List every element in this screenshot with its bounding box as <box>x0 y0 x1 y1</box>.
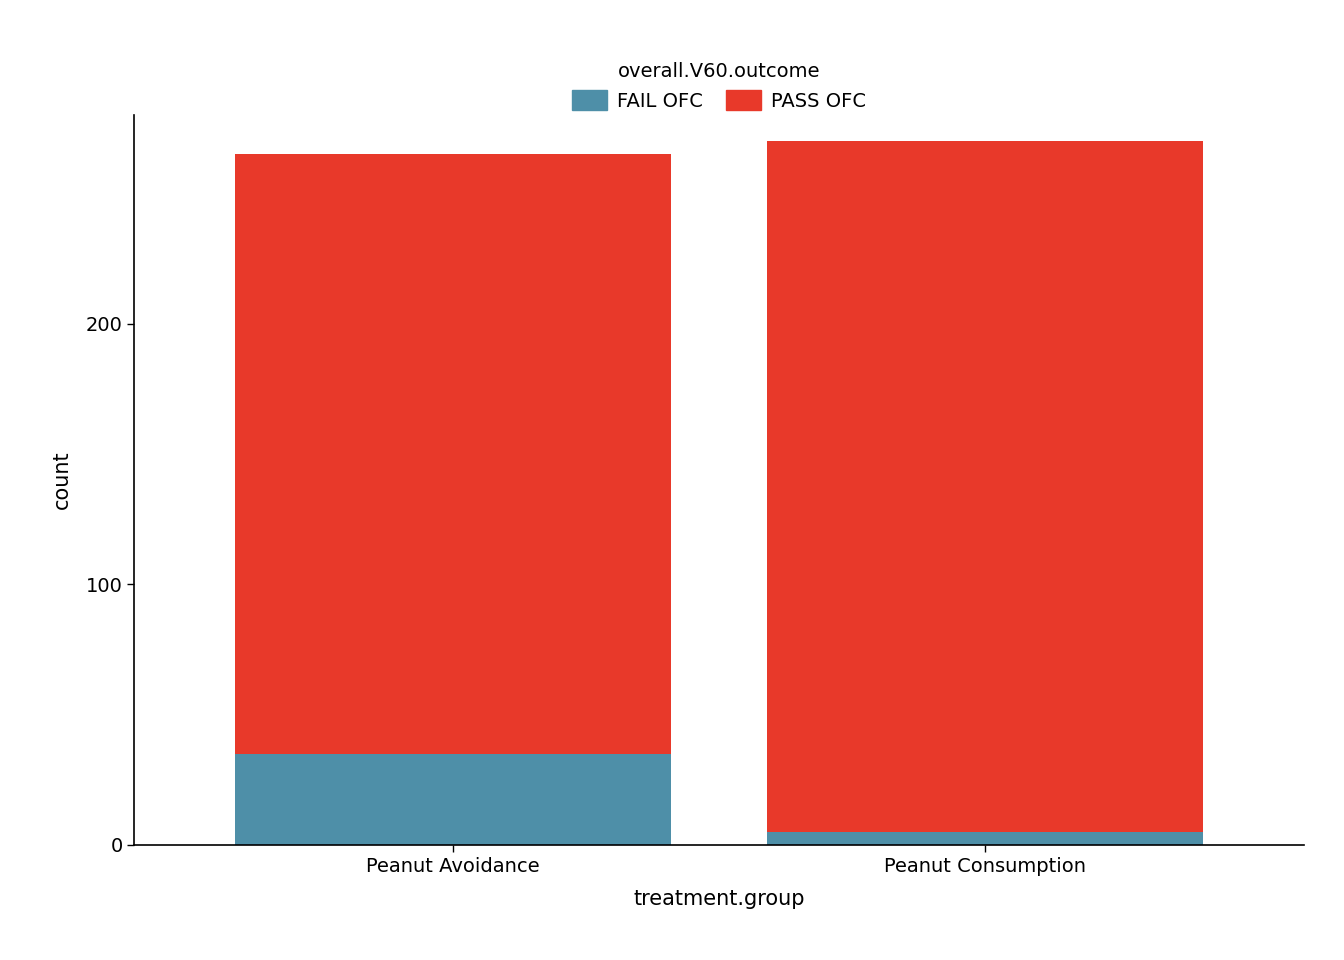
Bar <box>235 754 671 845</box>
Bar <box>767 831 1203 845</box>
Bar <box>235 155 671 754</box>
Bar <box>767 141 1203 831</box>
Y-axis label: count: count <box>52 450 71 510</box>
Legend: FAIL OFC, PASS OFC: FAIL OFC, PASS OFC <box>563 52 875 121</box>
X-axis label: treatment.group: treatment.group <box>633 890 805 909</box>
